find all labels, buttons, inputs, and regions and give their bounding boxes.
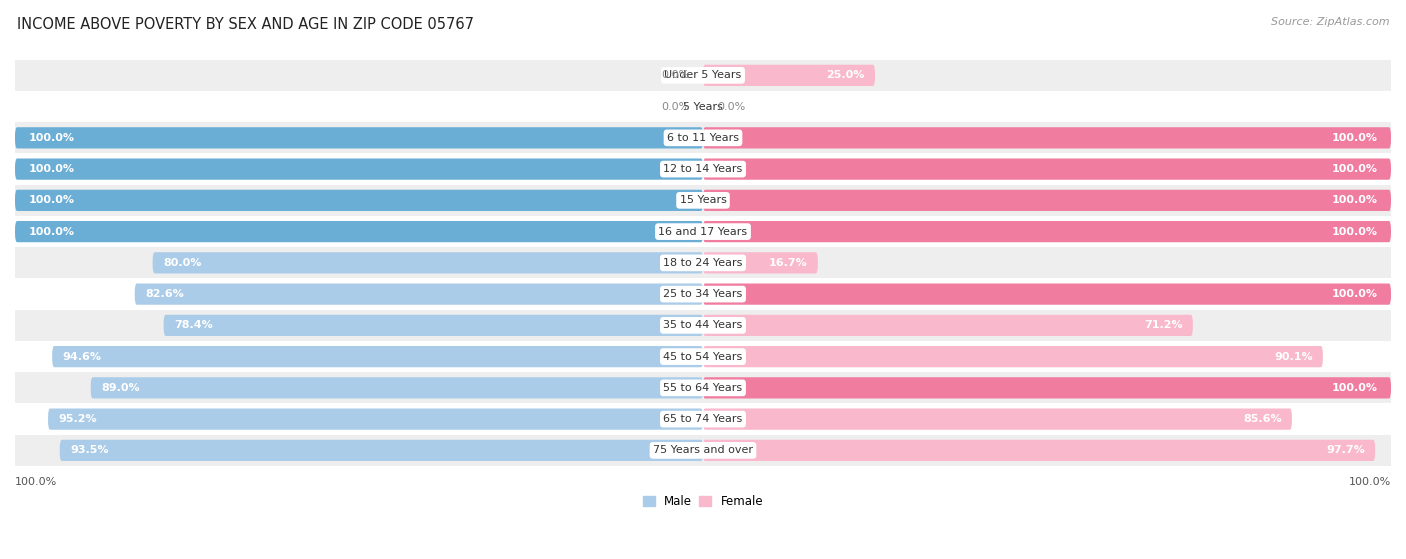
Text: INCOME ABOVE POVERTY BY SEX AND AGE IN ZIP CODE 05767: INCOME ABOVE POVERTY BY SEX AND AGE IN Z… <box>17 17 474 32</box>
Text: 15 Years: 15 Years <box>679 195 727 205</box>
Text: 85.6%: 85.6% <box>1243 414 1282 424</box>
Text: Under 5 Years: Under 5 Years <box>665 70 741 80</box>
Text: 97.7%: 97.7% <box>1326 446 1365 456</box>
Text: 89.0%: 89.0% <box>101 383 139 393</box>
Text: 5 Years: 5 Years <box>683 102 723 112</box>
Text: 78.4%: 78.4% <box>174 320 212 330</box>
FancyBboxPatch shape <box>48 409 703 430</box>
Text: 16.7%: 16.7% <box>769 258 807 268</box>
FancyBboxPatch shape <box>703 127 1391 149</box>
Text: 100.0%: 100.0% <box>1331 289 1378 299</box>
Text: 75 Years and over: 75 Years and over <box>652 446 754 456</box>
Text: 55 to 64 Years: 55 to 64 Years <box>664 383 742 393</box>
Bar <box>15 310 1391 341</box>
FancyBboxPatch shape <box>703 221 1391 242</box>
Text: 6 to 11 Years: 6 to 11 Years <box>666 133 740 143</box>
Text: 82.6%: 82.6% <box>145 289 184 299</box>
Text: 80.0%: 80.0% <box>163 258 201 268</box>
Text: 65 to 74 Years: 65 to 74 Years <box>664 414 742 424</box>
Text: 71.2%: 71.2% <box>1144 320 1182 330</box>
Text: 100.0%: 100.0% <box>1331 383 1378 393</box>
Text: 25 to 34 Years: 25 to 34 Years <box>664 289 742 299</box>
Text: 93.5%: 93.5% <box>70 446 108 456</box>
FancyBboxPatch shape <box>135 283 703 305</box>
Text: 35 to 44 Years: 35 to 44 Years <box>664 320 742 330</box>
Bar <box>15 184 1391 216</box>
Text: 45 to 54 Years: 45 to 54 Years <box>664 352 742 362</box>
Text: 18 to 24 Years: 18 to 24 Years <box>664 258 742 268</box>
FancyBboxPatch shape <box>15 190 703 211</box>
FancyBboxPatch shape <box>703 346 1323 367</box>
Legend: Male, Female: Male, Female <box>638 490 768 513</box>
Text: 100.0%: 100.0% <box>1331 195 1378 205</box>
Text: 0.0%: 0.0% <box>661 102 689 112</box>
FancyBboxPatch shape <box>703 159 1391 180</box>
FancyBboxPatch shape <box>703 283 1391 305</box>
FancyBboxPatch shape <box>703 409 1292 430</box>
FancyBboxPatch shape <box>153 252 703 273</box>
Bar <box>15 154 1391 184</box>
Bar <box>15 435 1391 466</box>
Bar <box>15 404 1391 435</box>
Text: 100.0%: 100.0% <box>28 133 75 143</box>
FancyBboxPatch shape <box>703 440 1375 461</box>
Text: 94.6%: 94.6% <box>62 352 101 362</box>
Bar <box>15 247 1391 278</box>
Bar <box>15 60 1391 91</box>
Text: 100.0%: 100.0% <box>15 477 58 487</box>
FancyBboxPatch shape <box>90 377 703 399</box>
FancyBboxPatch shape <box>59 440 703 461</box>
Text: 100.0%: 100.0% <box>28 195 75 205</box>
Text: 100.0%: 100.0% <box>1348 477 1391 487</box>
Text: 100.0%: 100.0% <box>28 164 75 174</box>
Text: 12 to 14 Years: 12 to 14 Years <box>664 164 742 174</box>
FancyBboxPatch shape <box>703 190 1391 211</box>
Text: 100.0%: 100.0% <box>1331 226 1378 236</box>
FancyBboxPatch shape <box>703 315 1192 336</box>
FancyBboxPatch shape <box>15 127 703 149</box>
Bar <box>15 278 1391 310</box>
FancyBboxPatch shape <box>52 346 703 367</box>
Text: 0.0%: 0.0% <box>717 102 745 112</box>
Text: 100.0%: 100.0% <box>1331 133 1378 143</box>
Text: 16 and 17 Years: 16 and 17 Years <box>658 226 748 236</box>
FancyBboxPatch shape <box>703 65 875 86</box>
Text: Source: ZipAtlas.com: Source: ZipAtlas.com <box>1271 17 1389 27</box>
Text: 95.2%: 95.2% <box>58 414 97 424</box>
Text: 100.0%: 100.0% <box>28 226 75 236</box>
Text: 0.0%: 0.0% <box>661 70 689 80</box>
Bar <box>15 216 1391 247</box>
Bar <box>15 122 1391 154</box>
FancyBboxPatch shape <box>15 159 703 180</box>
FancyBboxPatch shape <box>15 221 703 242</box>
FancyBboxPatch shape <box>703 377 1391 399</box>
Text: 25.0%: 25.0% <box>827 70 865 80</box>
FancyBboxPatch shape <box>703 252 818 273</box>
Text: 90.1%: 90.1% <box>1274 352 1313 362</box>
FancyBboxPatch shape <box>163 315 703 336</box>
Text: 100.0%: 100.0% <box>1331 164 1378 174</box>
Bar <box>15 341 1391 372</box>
Bar <box>15 91 1391 122</box>
Bar <box>15 372 1391 404</box>
